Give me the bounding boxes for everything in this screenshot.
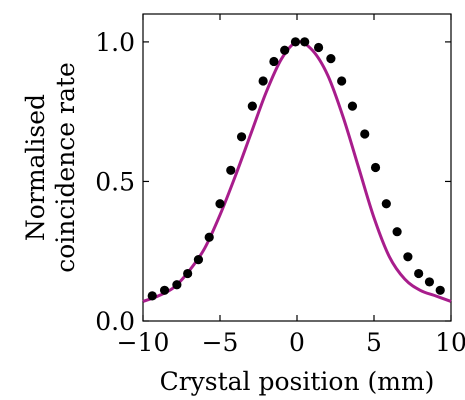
- x-tick-label: −10: [117, 328, 170, 357]
- data-point: [381, 199, 391, 209]
- x-axis-title: Crystal position (mm): [160, 367, 435, 396]
- data-point: [414, 268, 424, 279]
- y-tick-label: 0.5: [95, 167, 135, 196]
- axis-ticks: [142, 14, 452, 322]
- data-point: [290, 37, 301, 47]
- data-point: [258, 76, 268, 86]
- data-point: [424, 277, 435, 287]
- x-tick-label: 0: [289, 328, 305, 357]
- y-tick-label: 0.0: [95, 307, 135, 336]
- data-point: [326, 54, 336, 64]
- x-tick-label: −5: [202, 328, 239, 357]
- x-tick-label: 10: [435, 328, 465, 357]
- data-point: [159, 285, 170, 295]
- data-point: [226, 165, 236, 175]
- fit-curve-line: [142, 40, 452, 303]
- data-points: [147, 37, 445, 301]
- tick-labels: −10 −5 0 5 10 0.0 0.5 1.0: [95, 28, 465, 357]
- data-point: [183, 268, 193, 279]
- data-point: [147, 291, 157, 301]
- data-point: [347, 101, 358, 111]
- data-point: [360, 129, 370, 139]
- y-axis-title-line-1: Normalised: [21, 94, 50, 241]
- x-tick-label: 5: [366, 328, 382, 357]
- data-point: [236, 132, 247, 142]
- data-point: [435, 285, 445, 295]
- data-point: [280, 45, 290, 55]
- y-tick-label: 1.0: [95, 28, 135, 57]
- data-point: [215, 199, 225, 209]
- data-point: [193, 255, 204, 265]
- y-axis-title-line-2: coincidence rate: [51, 62, 80, 273]
- data-point: [300, 37, 310, 47]
- data-point: [204, 232, 214, 242]
- data-point: [313, 42, 324, 53]
- data-point: [392, 227, 402, 237]
- data-point: [269, 56, 279, 67]
- data-point: [337, 76, 347, 86]
- data-point: [370, 162, 381, 173]
- data-point: [247, 101, 257, 111]
- data-point: [172, 280, 182, 290]
- data-point: [403, 252, 413, 262]
